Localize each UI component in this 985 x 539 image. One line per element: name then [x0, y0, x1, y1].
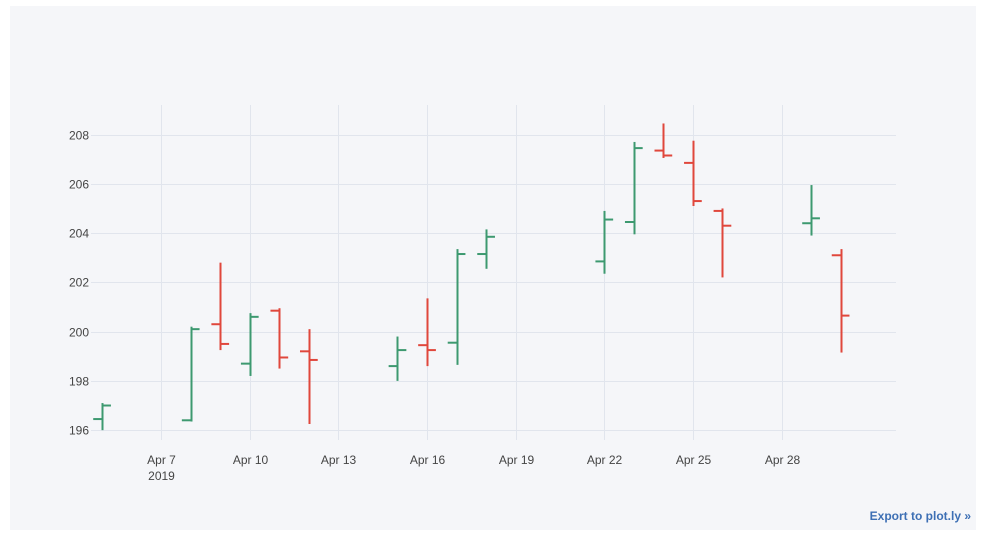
y-tick-label: 206	[69, 178, 89, 192]
export-to-plotly-link[interactable]: Export to plot.ly »	[869, 509, 971, 523]
ohlc-bar[interactable]	[93, 403, 111, 431]
y-tick-label: 204	[69, 227, 89, 241]
x-tick-label: Apr 13	[321, 453, 357, 467]
ohlc-bar[interactable]	[447, 249, 466, 365]
y-tick-label: 200	[69, 326, 89, 340]
ohlc-bar[interactable]	[418, 298, 436, 367]
x-axis: Apr 7 2019 Apr 10 Apr 13 Apr 16 Apr 19 Apr 22 A…	[147, 453, 800, 483]
ohlc-bar[interactable]	[388, 336, 407, 381]
ohlc-bar[interactable]	[300, 329, 318, 424]
x-tick-label: Apr 28	[765, 453, 801, 467]
ohlc-bar[interactable]	[831, 249, 850, 353]
x-tick-sublabel: 2019	[148, 469, 175, 483]
ohlc-bar[interactable]	[181, 326, 200, 422]
ohlc-bar[interactable]	[270, 308, 289, 369]
ohlc-bar[interactable]	[684, 140, 702, 206]
chart-background	[10, 6, 976, 530]
ohlc-bar[interactable]	[802, 185, 820, 236]
x-tick-label: Apr 22	[587, 453, 623, 467]
x-tick-label: Apr 19	[499, 453, 535, 467]
ohlc-bar[interactable]	[595, 210, 614, 274]
ohlc-bar[interactable]	[240, 313, 259, 376]
y-tick-label: 198	[69, 375, 89, 389]
y-tick-label: 208	[69, 129, 89, 143]
ohlc-bar[interactable]	[654, 123, 673, 158]
x-tick-label: Apr 10	[233, 453, 269, 467]
ohlc-bar[interactable]	[211, 262, 230, 351]
x-tick-label: Apr 7	[147, 453, 176, 467]
x-tick-label: Apr 25	[676, 453, 712, 467]
x-tick-label: Apr 16	[410, 453, 446, 467]
y-tick-label: 202	[69, 276, 89, 290]
ohlc-bars[interactable]	[93, 123, 850, 431]
ohlc-bar[interactable]	[713, 208, 732, 278]
y-tick-label: 196	[69, 424, 89, 438]
gridlines	[91, 105, 896, 440]
ohlc-bar[interactable]	[477, 229, 495, 269]
y-axis: 196 198 200 202 204 206 208	[69, 129, 89, 438]
ohlc-bar[interactable]	[624, 141, 643, 235]
